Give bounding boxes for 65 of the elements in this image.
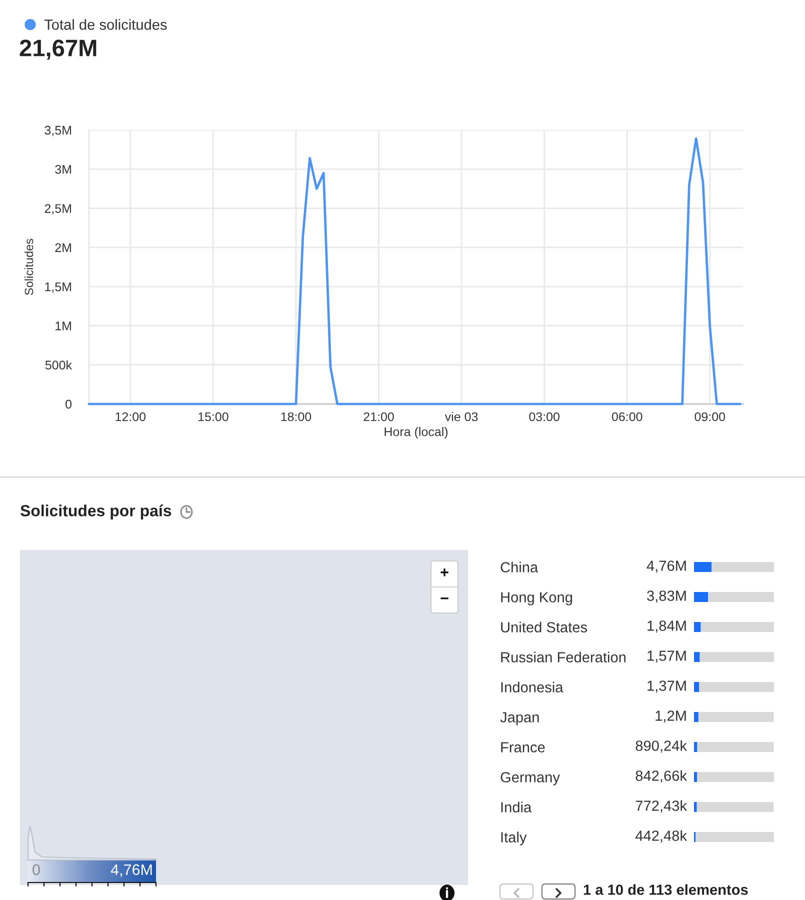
text: +	[440, 568, 448, 576]
bar	[694, 562, 712, 572]
bar	[694, 802, 697, 812]
data-label: 1,37M	[648, 680, 686, 693]
data-label: 1,57M	[648, 650, 686, 663]
text: Solicitudes por país	[20, 504, 172, 520]
x-tick-label: 15:00	[198, 412, 228, 422]
text: 1 a 10 de 113 elementos	[584, 884, 748, 895]
y-tick-label: 0	[66, 400, 72, 409]
x-tick-label: 03:00	[529, 412, 560, 422]
data-label: 842,66k	[636, 770, 688, 783]
bar	[696, 802, 774, 812]
y-tick-label: China	[500, 562, 538, 572]
data-label: 1,84M	[648, 620, 686, 633]
data-label: 1,2M	[656, 710, 686, 723]
y-tick-label: 2,5M	[44, 204, 71, 214]
chart-subtitle: 21,67M	[20, 40, 96, 60]
bar	[712, 562, 774, 572]
x-tick-label: vie 03	[444, 412, 478, 422]
bar	[694, 772, 698, 782]
y-tick-label: Russian Federation	[501, 652, 626, 662]
bar	[699, 682, 774, 692]
x-axis-title: Hora (local)	[384, 427, 448, 439]
y-tick-label: 500k	[45, 360, 72, 370]
data-label: 442,48k	[635, 830, 688, 843]
y-tick-label: United States	[501, 622, 588, 632]
bar	[700, 622, 774, 632]
bar	[694, 592, 708, 602]
y-tick-label: 3M	[55, 164, 71, 174]
y-tick-label: Germany	[500, 772, 560, 786]
bar	[698, 712, 774, 722]
x-tick-label: 18:00	[281, 412, 312, 422]
bar	[697, 772, 774, 782]
text: −	[440, 598, 448, 600]
y-axis-title: Solicitudes	[24, 238, 34, 296]
data-label: 4,76M	[646, 560, 686, 573]
y-tick-label: Hong Kong	[501, 592, 572, 606]
y-tick-label: France	[501, 742, 545, 752]
bar	[694, 652, 700, 662]
bar	[697, 742, 774, 752]
bar	[694, 622, 701, 632]
bar	[708, 592, 774, 602]
legend-label: Total de solicitudes	[44, 19, 167, 30]
y-tick-label: 2M	[55, 243, 71, 252]
data-label: 890,24k	[636, 740, 688, 753]
y-tick-label: India	[501, 802, 532, 812]
y-tick-label: 1M	[56, 322, 71, 330]
bar	[696, 832, 774, 842]
x-tick-label: 21:00	[364, 412, 394, 422]
bar	[694, 682, 700, 692]
x-tick-label: 06:00	[612, 412, 642, 422]
x-tick-label: 09:00	[694, 412, 726, 422]
data-label: 772,43k	[636, 800, 688, 813]
y-tick-label: Indonesia	[501, 682, 564, 692]
text: 4,76M	[110, 864, 152, 877]
bar	[694, 742, 698, 752]
text: 0	[32, 864, 40, 876]
y-tick-label: Japan	[500, 712, 539, 726]
y-tick-label: 1,5M	[45, 282, 71, 293]
data-label: 3,83M	[647, 590, 686, 603]
y-tick-label: 3,5M	[44, 126, 71, 136]
bar	[694, 712, 698, 722]
x-tick-label: 12:00	[116, 412, 146, 422]
bar	[700, 652, 774, 662]
y-tick-label: Italy	[501, 832, 527, 846]
